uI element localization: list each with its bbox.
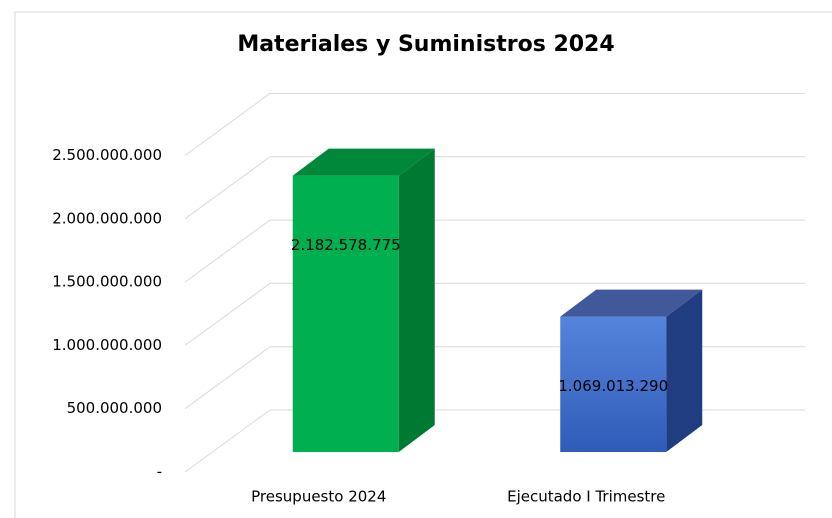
y-tick-label: -	[157, 463, 162, 481]
bar-face	[560, 289, 703, 317]
y-tick-label: 2.500.000.000	[52, 146, 162, 164]
grid-line	[184, 93, 805, 156]
data-label: 2.182.578.775	[291, 236, 401, 254]
data-label: 1.069.013.290	[558, 377, 668, 395]
x-tick-label: Ejecutado I Trimestre	[507, 488, 665, 506]
bar-face	[292, 175, 399, 452]
grid-line	[184, 282, 805, 346]
grid-line	[184, 409, 805, 473]
bar-face	[398, 148, 435, 452]
grid-line	[184, 219, 805, 283]
bar	[560, 289, 703, 452]
bar-face	[292, 148, 435, 176]
x-tick-label: Presupuesto 2024	[251, 488, 386, 506]
y-tick-label: 1.000.000.000	[52, 336, 162, 354]
y-tick-label: 2.000.000.000	[52, 209, 162, 227]
grid-line	[184, 346, 805, 410]
y-tick-label: 1.500.000.000	[52, 273, 162, 291]
chart-border	[14, 11, 832, 518]
bar-face	[560, 316, 667, 452]
bar-face	[666, 289, 703, 452]
grid-line	[184, 156, 805, 220]
bar	[292, 148, 435, 452]
y-tick-label: 500.000.000	[67, 399, 162, 417]
chart-title: Materiales y Suministros 2024	[237, 32, 614, 57]
